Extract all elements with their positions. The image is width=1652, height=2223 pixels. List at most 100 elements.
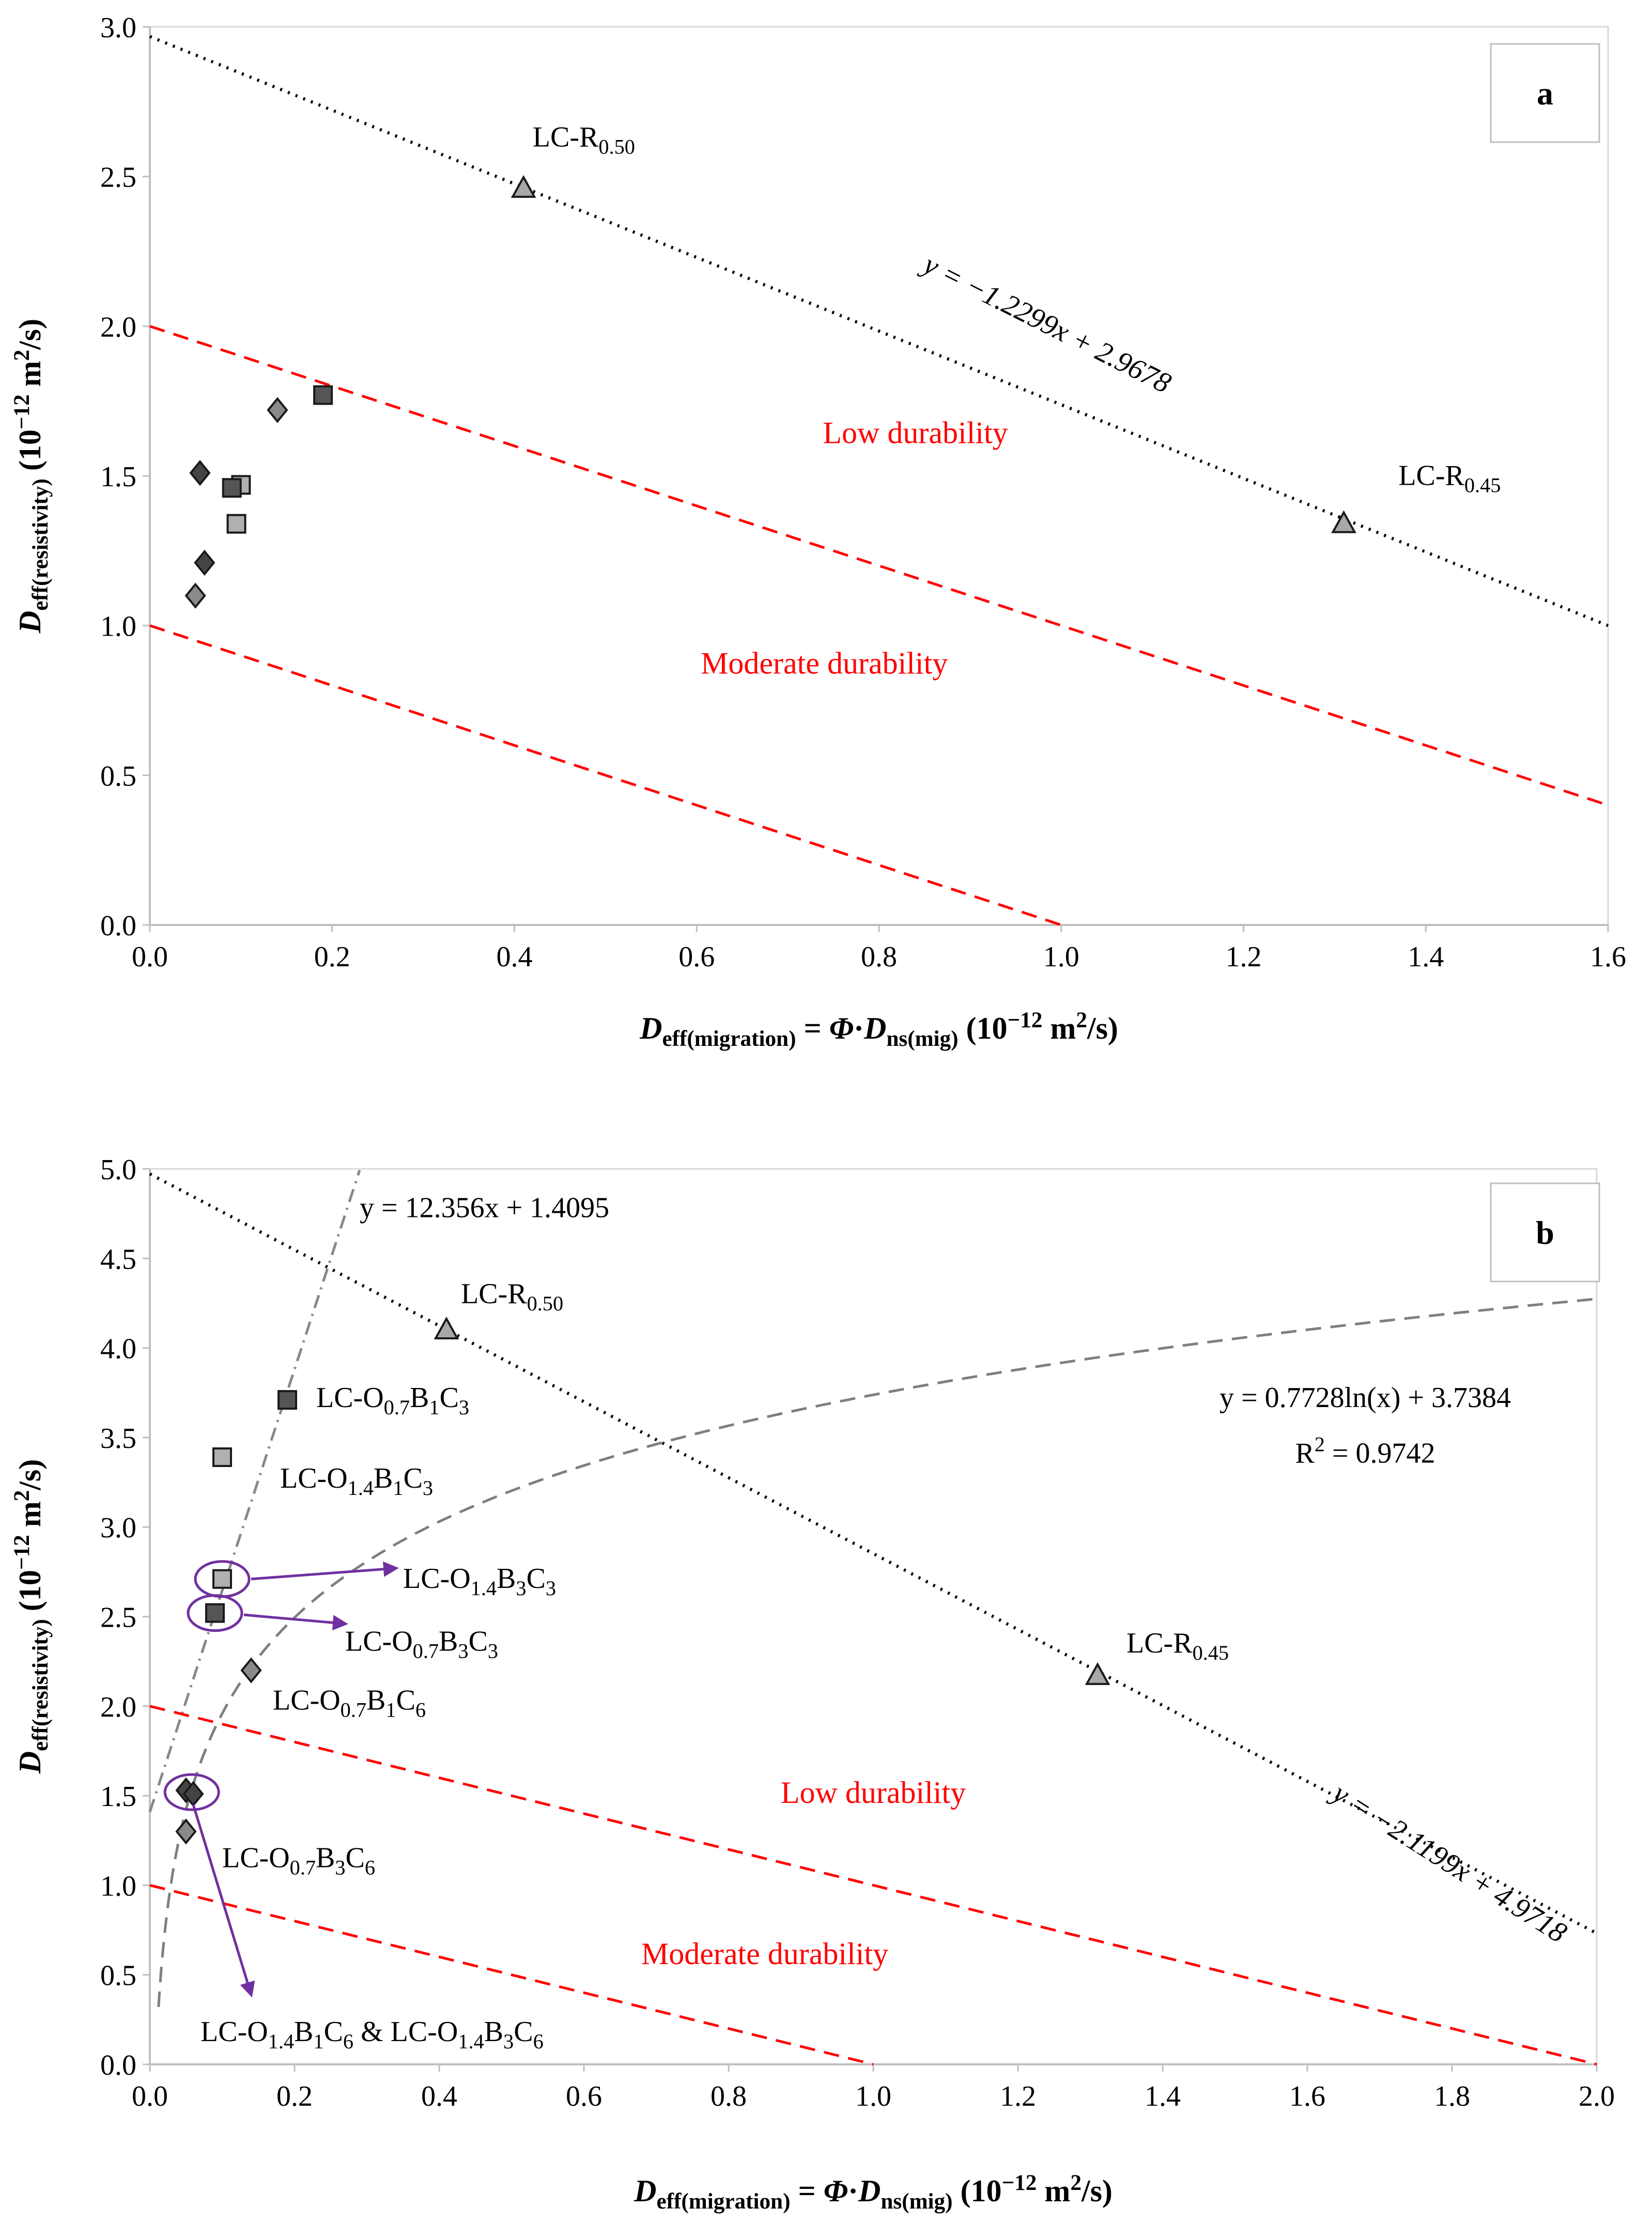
low-durability-boundary-line — [149, 325, 1609, 807]
data-point-diamond — [175, 1818, 197, 1845]
log-fit-line — [157, 1298, 1597, 2008]
equation-dotted: y = −2.1199x + 4.9718 — [1325, 1776, 1572, 1949]
y-tick-label: 4.5 — [100, 1243, 136, 1275]
y-tick-label: 1.5 — [100, 1781, 136, 1813]
pointer-arrow — [192, 1804, 255, 1998]
x-tick-label: 1.0 — [855, 2080, 891, 2112]
point-label: LC-O0.7B1C3 — [316, 1382, 469, 1419]
x-tick-label: 0.6 — [566, 2080, 602, 2112]
y-axis-title: Deff(resistivity) (10−12 m2/s) — [10, 319, 53, 634]
y-tick-label: 0.5 — [100, 1960, 136, 1992]
x-axis-title: Deff(migration) = Φ·Dns(mig) (10−12 m2/s… — [639, 1008, 1118, 1051]
y-tick-label: 0.5 — [100, 760, 136, 792]
panel-label: b — [1536, 1214, 1554, 1251]
highlight-ellipse — [163, 1773, 220, 1811]
x-tick-label: 0.4 — [421, 2080, 457, 2112]
x-tick-label: 1.2 — [1226, 941, 1262, 973]
data-point-square — [277, 1390, 297, 1410]
chart-panel-a: 0.0 0.2 0.4 0.6 0.8 1.0 1.2 1.4 1.6 0.0 0.5 1.0 1.5 2… — [10, 12, 1626, 1051]
x-tick-label: 0.0 — [132, 2080, 168, 2112]
x-tick-label: 1.4 — [1145, 2080, 1181, 2112]
data-point-square — [222, 478, 242, 498]
data-point-square — [212, 1447, 232, 1468]
moderate-durability-boundary-line — [149, 1884, 874, 2066]
y-tick-label: 0.0 — [100, 2049, 136, 2081]
black-dotted-fit-line — [149, 35, 1609, 627]
data-point-square — [313, 385, 333, 405]
point-label-combined: LC-O1.4B1C6 & LC-O1.4B3C6 — [200, 2016, 544, 2053]
chart-panel-b: 0.0 0.2 0.4 0.6 0.8 1.0 1.2 1.4 1.6 1.8 2.0 0.0 0.5 1… — [10, 1154, 1615, 2214]
x-tick-label: 0.8 — [861, 941, 897, 973]
data-point-square — [226, 514, 246, 534]
point-label: LC-O0.7B1C6 — [273, 1685, 426, 1722]
y-tick-label: 3.0 — [100, 1512, 136, 1544]
data-point-diamond — [267, 397, 288, 423]
low-durability-boundary-line — [149, 1705, 1597, 2066]
zone-label-moderate-durability: Moderate durability — [641, 1937, 888, 1971]
point-label: LC-R0.45 — [1126, 1627, 1229, 1664]
x-tick-label: 1.0 — [1043, 941, 1079, 973]
zone-label-moderate-durability: Moderate durability — [701, 646, 948, 680]
x-tick-label: 1.4 — [1408, 941, 1444, 973]
pointer-arrow — [251, 1561, 399, 1581]
y-tick-label: 1.0 — [100, 611, 136, 643]
zone-label-low-durability: Low durability — [781, 1776, 966, 1810]
data-point-diamond — [189, 460, 211, 486]
x-tick-label: 0.0 — [132, 941, 168, 973]
equation-label: y = −1.2299x + 2.9678 — [916, 247, 1176, 399]
data-point-triangle — [434, 1316, 459, 1339]
data-point-square — [212, 1569, 232, 1589]
x-tick-label: 0.4 — [497, 941, 533, 973]
x-tick-label: 0.6 — [678, 941, 715, 973]
point-label: LC-R0.45 — [1398, 459, 1501, 497]
y-tick-label: 1.0 — [100, 1870, 136, 1902]
y-tick-label: 3.0 — [100, 12, 136, 44]
y-tick-label: 2.0 — [100, 1691, 136, 1723]
panel-label-box — [1490, 1182, 1600, 1283]
y-tick-label: 1.5 — [100, 461, 136, 493]
point-label: LC-O0.7B3C3 — [345, 1625, 498, 1662]
linear-dashdot-fit-line — [148, 1169, 361, 1813]
equation-r2: R2 = 0.9742 — [1295, 1432, 1435, 1469]
data-point-triangle — [1085, 1662, 1110, 1685]
x-tick-label: 1.6 — [1590, 941, 1626, 973]
y-tick-label: 5.0 — [100, 1154, 136, 1186]
data-point-diamond — [194, 549, 215, 576]
zone-label-low-durability: Low durability — [823, 415, 1008, 450]
y-tick-label: 2.5 — [100, 1602, 136, 1634]
point-label: LC-R0.50 — [461, 1278, 563, 1315]
point-label: LC-O1.4B1C3 — [280, 1462, 433, 1500]
y-tick-label: 3.5 — [100, 1423, 136, 1455]
data-point-triangle — [511, 175, 536, 198]
equation-linear: y = 12.356x + 1.4095 — [360, 1192, 609, 1224]
point-label: LC-O1.4B3C3 — [403, 1563, 556, 1600]
point-label: LC-R0.50 — [533, 121, 635, 159]
x-tick-label: 1.2 — [1000, 2080, 1036, 2112]
data-point-square — [205, 1603, 225, 1623]
plot-area — [149, 26, 1609, 926]
highlight-ellipse — [187, 1594, 243, 1632]
y-tick-label: 2.5 — [100, 162, 136, 194]
y-tick-label: 4.0 — [100, 1333, 136, 1365]
x-tick-label: 0.8 — [711, 2080, 747, 2112]
data-point-diamond — [184, 582, 206, 609]
panel-label: a — [1537, 75, 1553, 112]
equation-log: y = 0.7728ln(x) + 3.7384 — [1219, 1382, 1511, 1414]
x-tick-label: 0.2 — [314, 941, 350, 973]
y-tick-label: 2.0 — [100, 311, 136, 343]
panel-label-box — [1490, 43, 1600, 143]
plot-area — [149, 1168, 1598, 2065]
y-tick-label: 0.0 — [100, 910, 136, 942]
x-tick-label: 2.0 — [1579, 2080, 1615, 2112]
x-tick-label: 0.2 — [276, 2080, 313, 2112]
x-axis-title: Deff(migration) = Φ·Dns(mig) (10−12 m2/s… — [634, 2171, 1113, 2214]
data-point-diamond — [240, 1657, 262, 1684]
data-point-triangle — [1331, 510, 1356, 533]
moderate-durability-boundary-line — [149, 624, 1062, 927]
pointer-arrow — [243, 1613, 348, 1631]
point-label: LC-O0.7B3C6 — [222, 1842, 375, 1879]
x-tick-label: 1.8 — [1434, 2080, 1470, 2112]
x-tick-label: 1.6 — [1289, 2080, 1325, 2112]
y-axis-title: Deff(resistivity) (10−12 m2/s) — [10, 1459, 53, 1774]
